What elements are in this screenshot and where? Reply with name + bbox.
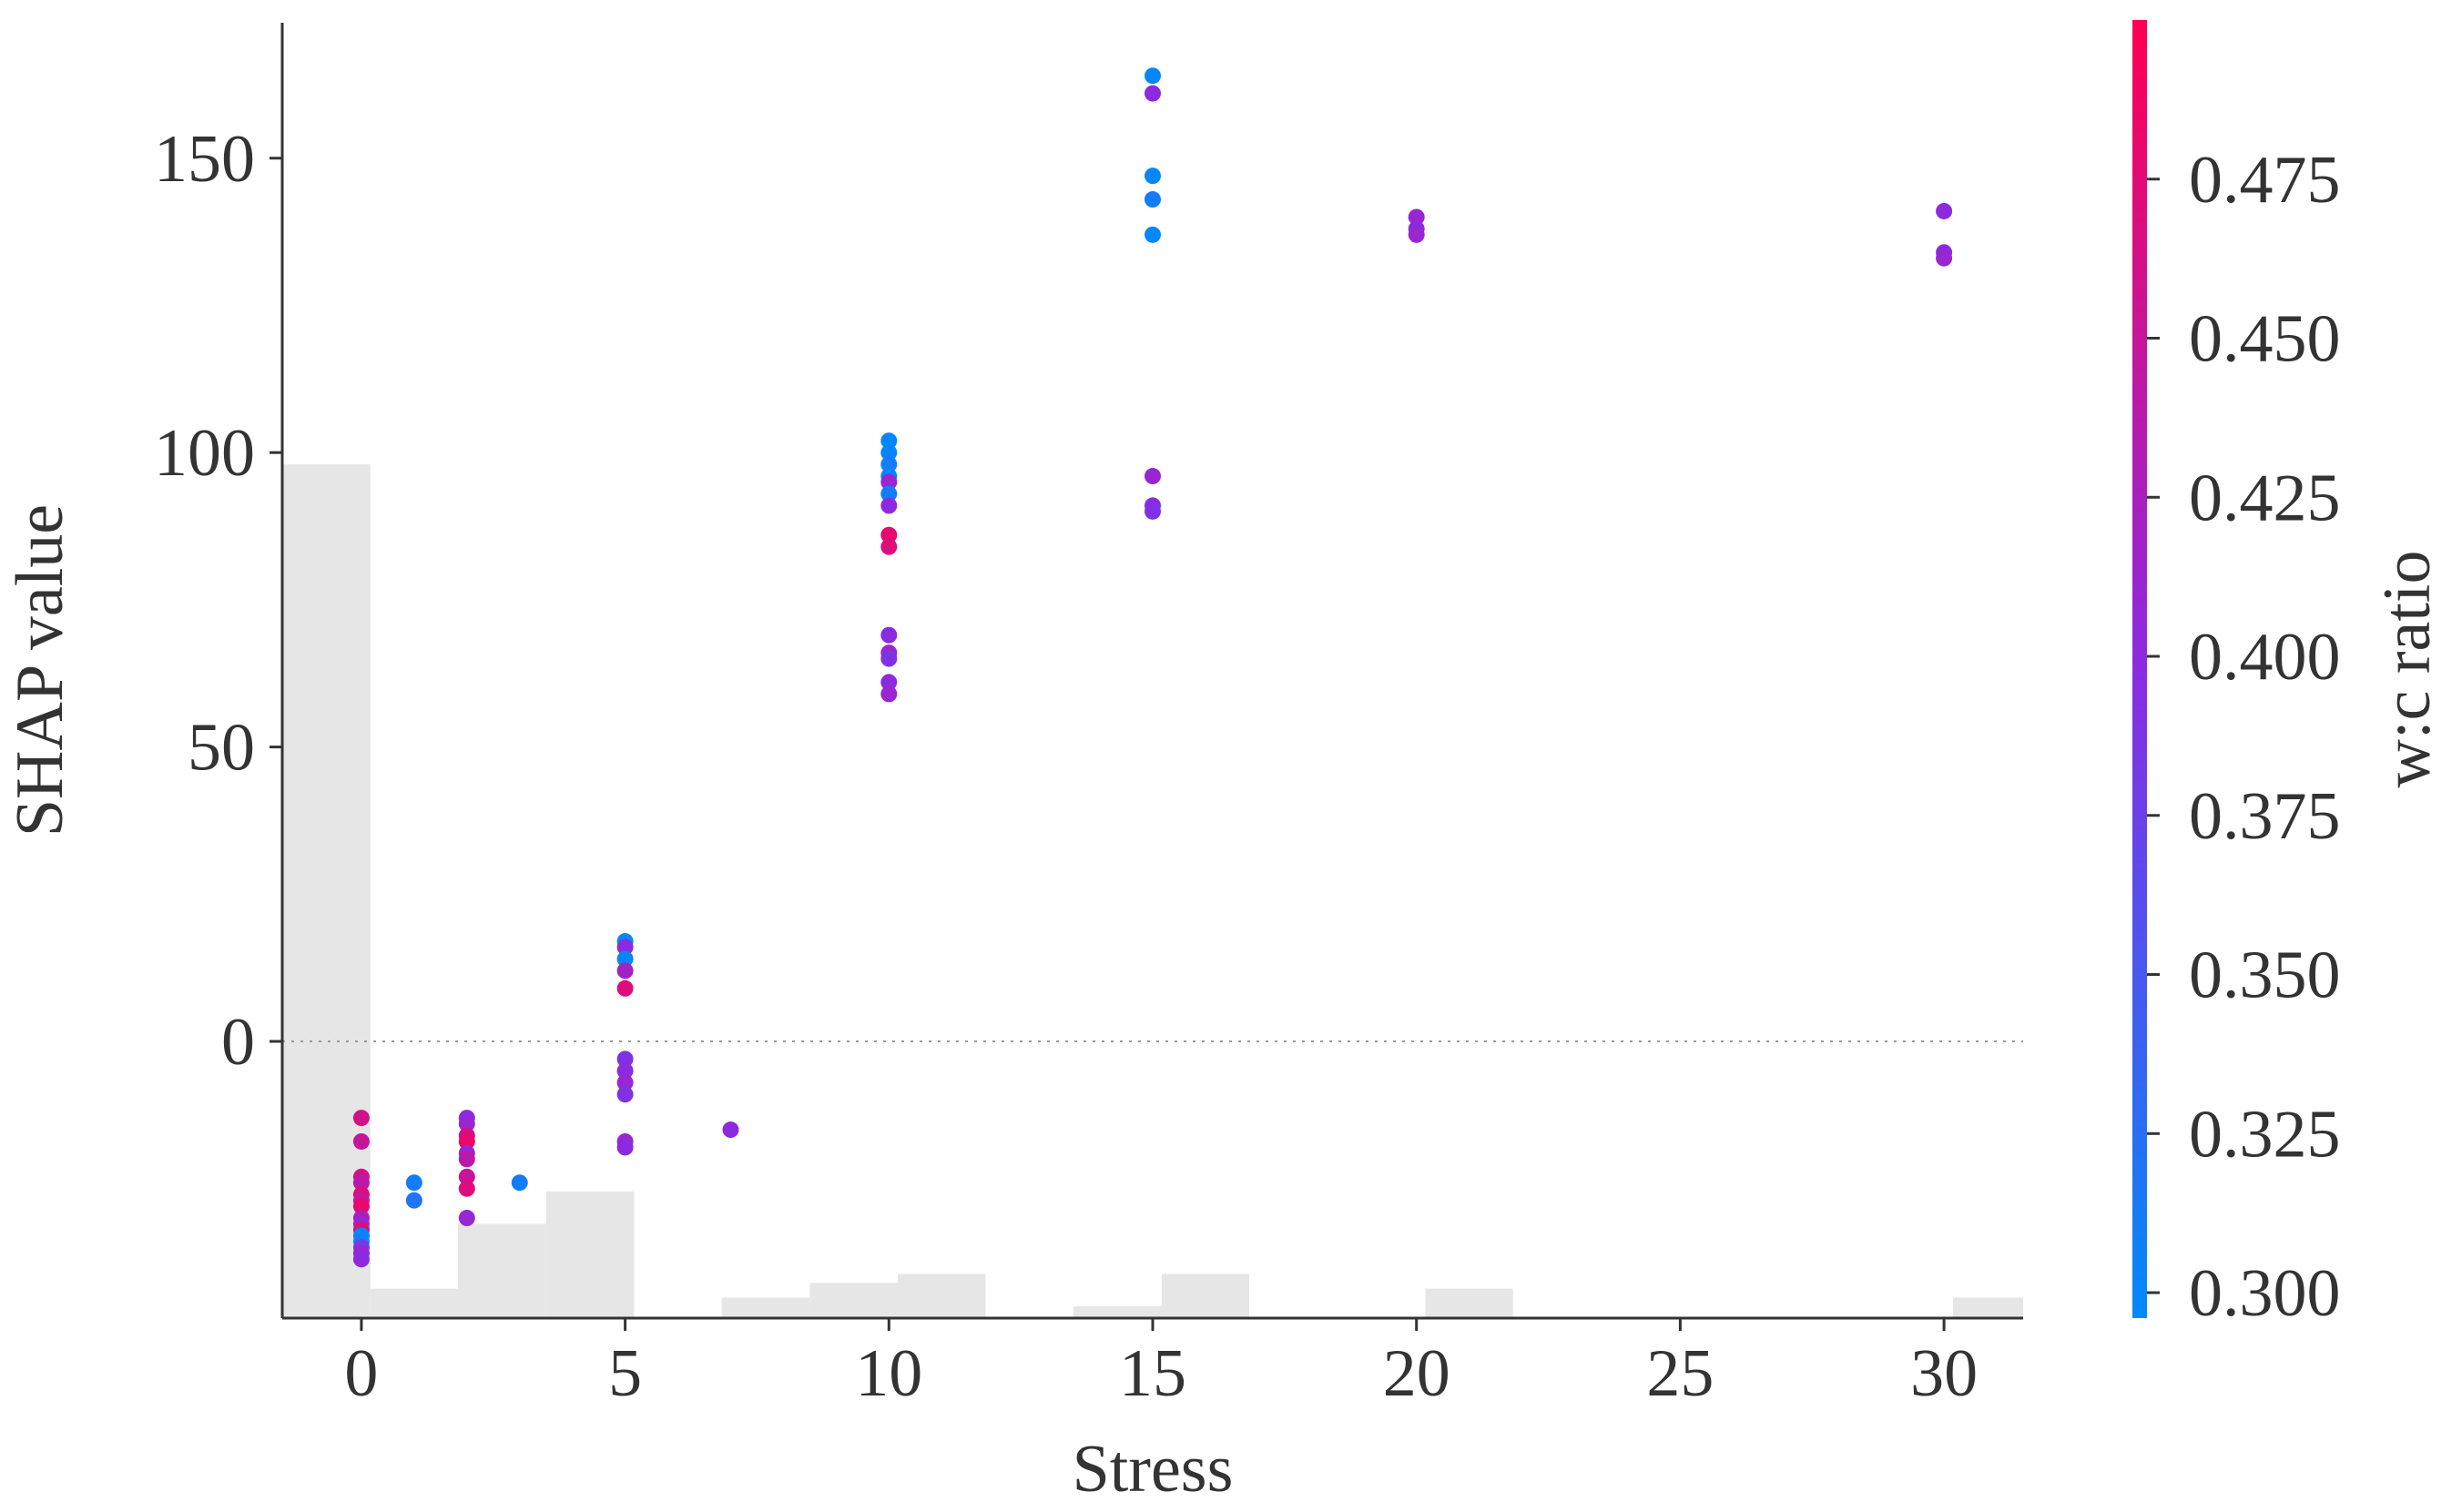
colorbar-ticks: 0.300 0.325 0.350 0.375 0.400 0.425 0.450 0.475 [2147,143,2341,1331]
data-point-20 [458,1132,475,1150]
x-tick-label: 10 [855,1336,922,1411]
data-point-22 [458,1151,475,1168]
data-point-47 [880,538,898,555]
data-point-54 [1145,85,1161,102]
colorbar: 0.300 0.325 0.350 0.375 0.400 0.425 0.450 0.475… [2132,20,2445,1331]
data-point-58 [1145,468,1161,485]
data-point-66 [1936,249,1953,267]
x-ticks: 0 5 10 15 20 25 30 [344,1318,1978,1411]
histogram-bar-7 [1073,1306,1162,1318]
y-tick-label: 50 [188,711,255,786]
data-point-24 [458,1180,475,1197]
y-ticks: 0 50 100 150 [154,122,282,1080]
x-tick-label: 0 [344,1336,378,1411]
axes-layer [280,23,2023,1320]
histogram-bar-10 [1952,1297,2023,1318]
data-point-53 [1145,67,1161,85]
data-point-25 [458,1210,475,1227]
histogram-bar-6 [898,1274,986,1318]
colorbar-label: w:c ratio [2370,551,2445,788]
data-point-46 [880,526,898,543]
colorbar-tick-label: 0.400 [2189,620,2341,695]
x-tick-label: 30 [1910,1336,1978,1411]
data-point-26 [511,1174,528,1192]
colorbar-tick-label: 0.375 [2189,779,2341,854]
histogram-bar-3 [545,1191,635,1318]
data-point-51 [880,674,898,691]
data-point-55 [1145,167,1161,185]
data-point-39 [880,432,898,450]
histogram-bar-4 [721,1297,810,1318]
data-point-0 [352,1110,370,1127]
data-point-29 [616,950,634,968]
data-point-64 [1936,202,1953,219]
data-point-23 [458,1168,475,1185]
data-point-50 [880,650,898,667]
data-point-28 [616,939,634,956]
histogram-bar-1 [370,1288,458,1318]
colorbar-tick-label: 0.300 [2189,1256,2341,1331]
data-point-48 [880,626,898,644]
data-point-45 [880,497,898,514]
y-axis-label: SHAP value [3,504,77,837]
data-point-32 [616,1050,634,1068]
histogram-bar-9 [1425,1288,1513,1318]
data-point-56 [1145,191,1161,208]
data-point-30 [616,962,634,979]
histogram-bar-8 [1161,1274,1250,1318]
data-point-33 [616,1062,634,1080]
data-point-15 [405,1174,422,1192]
data-point-44 [880,485,898,502]
data-point-63 [1408,226,1425,243]
x-tick-label: 5 [608,1336,642,1411]
data-point-41 [880,456,898,473]
x-axis-label: Stress [1073,1432,1234,1507]
y-tick-label: 100 [154,416,255,491]
data-point-16 [405,1192,422,1209]
data-point-31 [616,979,634,997]
data-point-6 [352,1198,370,1215]
data-point-14 [352,1251,370,1268]
colorbar-tick-label: 0.425 [2189,461,2341,535]
data-point-3 [352,1174,370,1192]
data-point-1 [352,1132,370,1150]
x-tick-label: 25 [1646,1336,1714,1411]
data-point-52 [880,685,898,703]
scatter-points-layer [352,67,1953,1268]
data-point-34 [616,1074,634,1091]
data-point-38 [722,1121,739,1139]
data-point-43 [880,473,898,491]
data-point-60 [1145,502,1161,520]
y-tick-label: 0 [221,1005,255,1080]
x-tick-label: 20 [1383,1336,1450,1411]
colorbar-tick-label: 0.325 [2189,1097,2341,1172]
histogram-layer [282,464,2023,1318]
x-tick-label: 15 [1119,1336,1186,1411]
colorbar-tick-label: 0.475 [2189,143,2341,218]
histogram-bar-5 [809,1283,899,1318]
y-tick-label: 150 [154,122,255,197]
data-point-40 [880,444,898,462]
data-point-61 [1408,208,1425,226]
colorbar-tick-label: 0.350 [2189,939,2341,1013]
data-point-37 [616,1139,634,1156]
data-point-18 [458,1115,475,1132]
data-point-35 [616,1086,634,1103]
colorbar-tick-label: 0.450 [2189,302,2341,377]
histogram-bar-2 [457,1223,546,1318]
data-point-57 [1145,226,1161,243]
colorbar-gradient [2132,20,2147,1318]
